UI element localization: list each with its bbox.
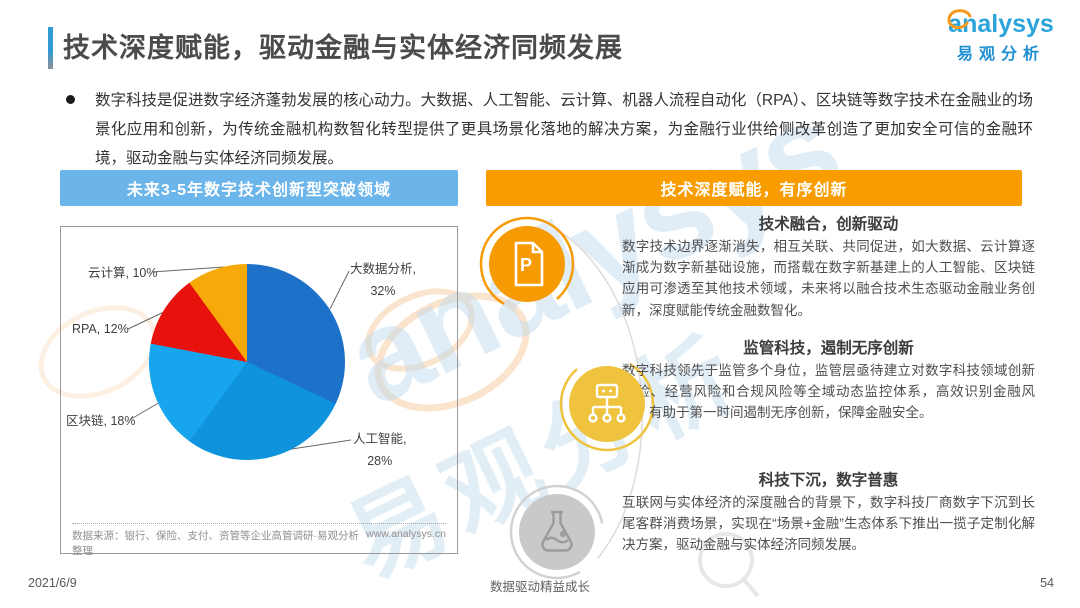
- pie-label-rpa-text: RPA, 12%: [72, 322, 129, 336]
- pie-label-cloud-text: 云计算, 10%: [88, 266, 158, 280]
- section1-icon-circle: P: [489, 226, 565, 302]
- source-divider: [72, 523, 446, 524]
- pie-label-ai: 人工智能, 28%: [353, 428, 406, 472]
- section2-body: 数字科技领先于监管多个身位，监管层亟待建立对数字科技领域创新风险、经营风险和合规…: [622, 363, 1035, 421]
- footer-slogan: 数据驱动精益成长: [489, 580, 590, 594]
- section1-title: 技术融合，创新驱动: [758, 216, 899, 233]
- document-p-icon: P: [514, 241, 544, 287]
- footer-date: 2021/6/9: [28, 576, 77, 590]
- left-panel-header: 未来3-5年数字技术创新型突破领域: [60, 170, 458, 206]
- source-text: 数据来源：银行、保险、支付、资管等企业高管调研·易观分析整理: [72, 530, 359, 557]
- section3-body: 互联网与实体经济的深度融合的背景下，数字科技厂商数字下沉到长尾客群消费场景，实现…: [622, 495, 1035, 553]
- section1-body: 数字技术边界逐渐消失，相互关联、共同促进，如大数据、云计算逐渐成为数字新基础设施…: [622, 239, 1035, 318]
- intro-paragraph: 数字科技是促进数字经济蓬勃发展的核心动力。大数据、人工智能、云计算、机器人流程自…: [95, 92, 1033, 167]
- right-panel-header: 技术深度赋能，有序创新: [486, 170, 1022, 206]
- section2-title: 监管科技，遏制无序创新: [743, 340, 914, 357]
- logo-swirl-icon: [947, 9, 972, 30]
- source-row: 数据来源：银行、保险、支付、资管等企业高管调研·易观分析整理 www.analy…: [72, 528, 446, 558]
- pie-label-bigdata: 大数据分析, 32%: [350, 258, 416, 302]
- pie-label-blockchain-text: 区块链, 18%: [66, 414, 136, 428]
- page-title: 技术深度赋能，驱动金融与实体经济同频发展: [63, 33, 623, 63]
- brand-wordmark: analysys: [947, 9, 1054, 39]
- source-site: www.analysys.cn: [366, 528, 446, 540]
- bullet-dot: [66, 95, 75, 104]
- pie-label-cloud: 云计算, 10%: [88, 262, 157, 284]
- pie-label-bigdata-value: 32%: [370, 284, 396, 298]
- pie-label-rpa: RPA, 12%: [72, 318, 129, 340]
- brand-logo: analysys 易观分析: [928, 9, 1074, 64]
- pie-label-ai-name: 人工智能,: [353, 432, 407, 446]
- pie-label-blockchain: 区块链, 18%: [66, 410, 135, 432]
- section3-title: 科技下沉，数字普惠: [758, 472, 899, 489]
- brand-name-cn-text: 易观分析: [956, 46, 1045, 63]
- section3-icon-circle: [519, 494, 595, 570]
- flask-icon: [541, 510, 573, 552]
- title-accent-bar: [48, 27, 53, 69]
- svg-text:P: P: [520, 255, 532, 275]
- section2-icon-circle: [569, 366, 645, 442]
- footer-page-number: 54: [1040, 576, 1054, 590]
- chart-panel: [60, 226, 458, 554]
- pie-chart: [149, 264, 345, 460]
- pie-label-bigdata-name: 大数据分析,: [350, 262, 416, 276]
- pie-label-ai-value: 28%: [367, 454, 393, 468]
- org-chart-icon: [588, 383, 626, 423]
